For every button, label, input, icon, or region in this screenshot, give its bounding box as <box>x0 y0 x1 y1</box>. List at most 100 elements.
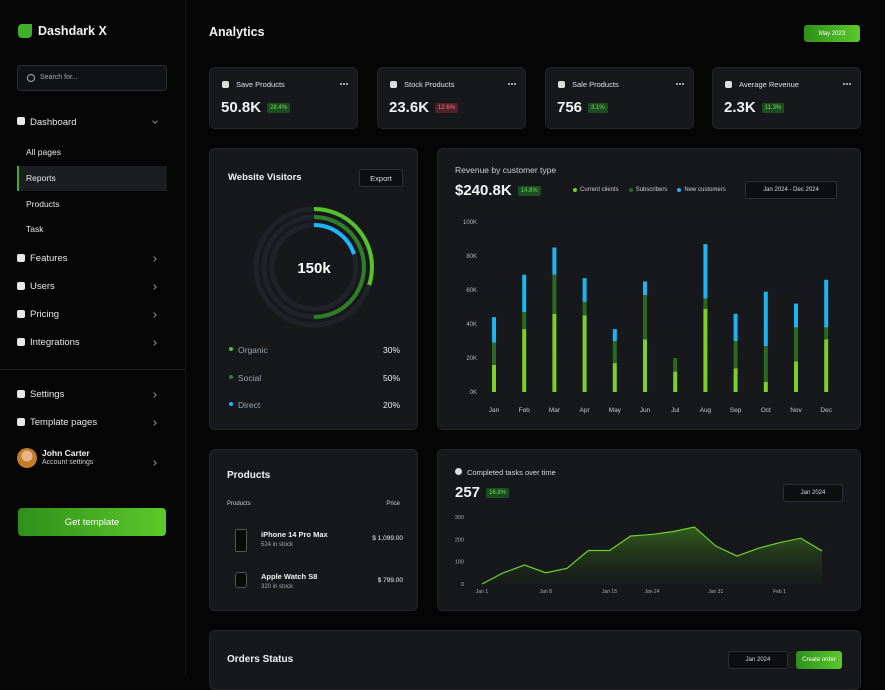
bar-segment <box>794 327 798 362</box>
bar-segment <box>612 363 617 392</box>
bar-segment <box>492 342 496 365</box>
legend-item: Current clients <box>573 187 619 193</box>
date-label: May 2023 <box>818 30 846 37</box>
legend-item: New customers <box>677 187 726 193</box>
x-tick-label: Aug <box>700 407 712 414</box>
stat-value: 50.8K <box>221 99 262 116</box>
x-tick-label: Feb <box>519 407 531 414</box>
icon <box>17 282 25 290</box>
search-box[interactable]: Search for... <box>17 65 167 91</box>
bar-segment <box>794 361 798 392</box>
nav-item[interactable]: Features <box>30 253 68 264</box>
bar-segment <box>492 317 496 343</box>
menu-dots[interactable] <box>679 83 681 85</box>
donut-total: 150k <box>297 260 331 277</box>
tasks-change: 16.8% <box>486 487 510 498</box>
sidebar-border <box>185 0 186 675</box>
legend-dot <box>573 188 577 192</box>
revenue-card: 0K 20K 40K 60K 80K 100K Jan Feb Mar Apr May Jun Jul A… <box>437 148 861 430</box>
stat-change: 11.3% <box>761 102 785 113</box>
nav-item[interactable]: Reports <box>26 173 56 183</box>
create-order-button[interactable]: Create order <box>796 651 842 669</box>
revenue-total: $240.8K <box>455 182 512 199</box>
legend-value: 20% <box>382 400 400 410</box>
tasks-chart: 0 100 200 300 Jan 1 Jan 8 Jan 15 Jan 24 Jan 31 Fe… <box>455 515 828 595</box>
y-tick-label: 100 <box>455 560 464 566</box>
tasks-card: 0 100 200 300 Jan 1 Jan 8 Jan 15 Jan 24 Jan 31 Fe… <box>437 449 861 611</box>
bar-segment <box>582 315 587 392</box>
nav-item[interactable]: Dashboard <box>30 117 77 128</box>
range-picker[interactable]: Jan 2024 - Dec 2024 <box>745 181 837 199</box>
product-stock: 524 in stock <box>261 542 294 548</box>
get-template-button[interactable]: Get template <box>18 508 166 536</box>
y-tick-label: 80K <box>466 254 477 260</box>
nav-item[interactable]: Pricing <box>30 309 60 320</box>
stat-label: Stock Products <box>404 80 455 89</box>
range-label: Jan 2024 - Dec 2024 <box>763 187 819 193</box>
line <box>481 526 823 585</box>
stat-card: Save Products 50.8K 28.4% <box>209 67 358 129</box>
user-name: John Carter <box>42 448 90 458</box>
card-title: Website Visitors <box>228 172 302 183</box>
legend-label: Subscribers <box>635 187 668 193</box>
nav-item[interactable]: Task <box>26 224 44 234</box>
menu-dots[interactable] <box>511 83 513 85</box>
bar-segment <box>612 329 617 341</box>
chevron <box>152 118 158 124</box>
y-tick-label: 0K <box>470 390 477 396</box>
x-tick-label: Oct <box>761 407 771 414</box>
range-picker[interactable]: Jan 2024 <box>728 651 788 669</box>
nav-item[interactable]: Template pages <box>30 417 98 428</box>
legend-label: Social <box>238 372 262 383</box>
chevron <box>151 284 157 290</box>
bar-segment <box>552 247 557 275</box>
product-image <box>235 572 247 588</box>
x-tick-label: Jun <box>640 407 651 414</box>
logo <box>18 24 32 38</box>
range-picker[interactable]: Jan 2024 <box>783 484 843 502</box>
x-tick-label: Jan 15 <box>602 589 617 595</box>
icon <box>17 418 25 426</box>
menu-dots[interactable] <box>846 83 848 85</box>
brand: Dashdark X <box>38 24 107 38</box>
nav-item[interactable]: All pages <box>26 147 61 157</box>
chevron <box>151 340 157 346</box>
bar-segment <box>552 274 557 314</box>
stat-label: Save Products <box>236 80 285 89</box>
bar-segment <box>582 278 587 302</box>
bar-segment <box>673 371 678 392</box>
user-subtitle[interactable]: Account settings <box>42 459 94 466</box>
date-picker[interactable]: May 2023 <box>804 25 860 42</box>
nav-item[interactable]: Integrations <box>30 337 80 348</box>
product-name: Apple Watch S8 <box>261 572 318 581</box>
stat-change: 3.1% <box>588 102 608 113</box>
nav-item[interactable]: Settings <box>30 389 65 400</box>
stat-change: 28.4% <box>267 102 291 113</box>
column-header: Price <box>386 501 400 507</box>
chevron <box>151 460 157 466</box>
bar-segment <box>643 295 647 340</box>
export-button[interactable]: Export <box>359 169 403 187</box>
bar-segment <box>733 368 738 392</box>
ring-arc <box>254 207 374 327</box>
button-label: Create order <box>802 657 836 663</box>
icon <box>222 81 229 88</box>
bar-segment <box>763 291 768 347</box>
donut-chart: 150k <box>253 206 375 328</box>
legend-label: Organic <box>238 345 268 355</box>
search-icon <box>27 74 35 82</box>
y-tick-label: 60K <box>466 288 477 294</box>
menu-dots[interactable] <box>343 83 345 85</box>
y-tick-label: 100K <box>463 220 477 226</box>
ring-arc <box>270 223 358 311</box>
button-label: Get template <box>64 516 120 528</box>
nav-item[interactable]: Users <box>30 281 55 292</box>
nav-item[interactable]: Products <box>26 199 60 209</box>
x-tick-label: Jan 24 <box>644 589 659 595</box>
stat-card: Stock Products 23.6K 12.6% <box>377 67 526 129</box>
bar-segment <box>733 313 738 341</box>
icon <box>725 81 732 88</box>
bar-segment <box>673 358 678 372</box>
x-tick-label: Dec <box>820 407 832 414</box>
chevron <box>151 312 157 318</box>
